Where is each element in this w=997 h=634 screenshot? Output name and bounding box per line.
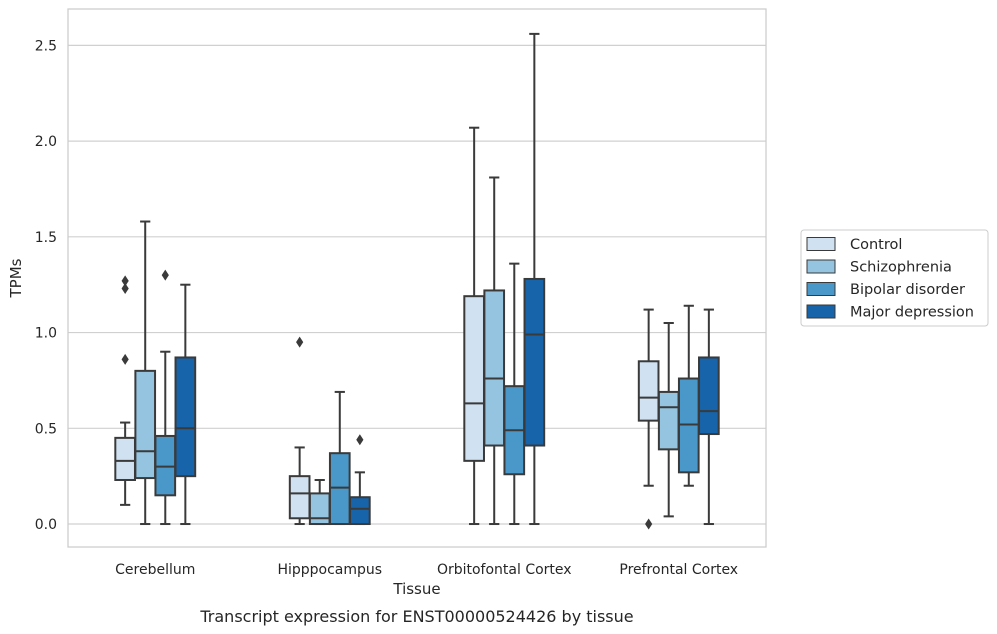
iqr-box (134, 369, 157, 480)
legend-label: Bipolar disorder (850, 282, 965, 298)
legend-swatch (806, 259, 836, 274)
outlier-point (121, 283, 129, 295)
plot-frame (67, 8, 767, 548)
box-4-4 (698, 308, 720, 526)
legend-swatch (806, 237, 836, 251)
legend: Control Schizophrenia Bipolar disorder Majo… (800, 229, 989, 327)
box-4-2 (349, 434, 371, 526)
y-tick-label: 0.5 (35, 421, 57, 437)
box-1-1 (114, 275, 136, 506)
x-axis-ticks: Cerebellum Hipppocampus Orbitofontal Corte… (115, 562, 738, 578)
box-1-3 (463, 126, 485, 526)
iqr-box (483, 289, 506, 447)
legend-swatch (806, 304, 836, 319)
box-2-4 (657, 321, 680, 518)
iqr-box (698, 356, 720, 436)
iqr-box (657, 390, 680, 451)
outlier-point (645, 518, 653, 530)
box-2-3 (483, 176, 506, 526)
iqr-box (637, 360, 660, 422)
iqr-box (349, 496, 371, 526)
legend-label: Major depression (850, 305, 974, 321)
outlier-point (161, 269, 169, 281)
y-axis-ticks: 0.0 0.5 1.0 1.5 2.0 2.5 (35, 38, 57, 533)
y-tick-label: 1.5 (35, 230, 57, 246)
box-1-2 (288, 336, 311, 526)
chart-caption: Transcript expression for ENST0000052442… (199, 607, 633, 626)
x-tick-label: Hipppocampus (277, 562, 382, 578)
legend-label: Control (850, 237, 902, 253)
y-tick-label: 1.0 (35, 326, 57, 342)
iqr-box (114, 436, 136, 481)
x-tick-label: Orbitofontal Cortex (437, 562, 572, 578)
x-tick-label: Cerebellum (115, 562, 195, 578)
outlier-point (121, 275, 129, 287)
outlier-point (296, 336, 304, 348)
iqr-box (463, 295, 485, 462)
y-tick-label: 2.0 (35, 134, 57, 150)
iqr-box (523, 277, 546, 447)
y-tick-label: 0.0 (35, 517, 57, 533)
box-4-1 (174, 283, 197, 526)
iqr-box (308, 492, 331, 526)
box-1-4 (637, 308, 660, 530)
box-plot-series (114, 32, 720, 530)
y-axis-label: TPMs (7, 258, 25, 298)
box-2-1 (134, 220, 157, 526)
legend-frame (800, 229, 989, 327)
iqr-box (174, 356, 197, 478)
iqr-box (288, 475, 311, 520)
outlier-point (356, 434, 364, 446)
box-3-2 (328, 390, 351, 526)
legend-swatch (806, 282, 836, 296)
box-3-3 (503, 262, 526, 526)
box-3-1 (154, 269, 177, 526)
y-tick-label: 2.5 (35, 38, 57, 54)
x-tick-label: Prefrontal Cortex (619, 562, 738, 578)
outlier-point (121, 353, 129, 365)
legend-label: Schizophrenia (850, 260, 952, 276)
x-axis-label: Tissue (392, 580, 440, 598)
box-4-3 (523, 32, 546, 526)
box-2-2 (308, 478, 331, 526)
